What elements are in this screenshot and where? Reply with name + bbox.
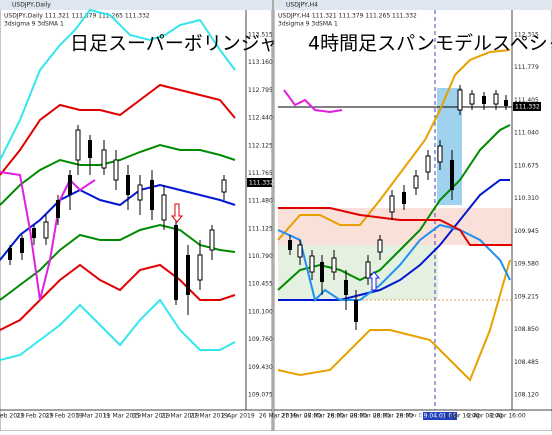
- time-label: 28 Mar 16:00: [373, 413, 413, 420]
- price-tag: [513, 102, 541, 111]
- time-label: 2 Apr 16:00: [490, 413, 525, 420]
- band-line: [277, 259, 511, 382]
- price-label: 109.215: [514, 293, 539, 300]
- time-label: 2019.04.01 04:00: [412, 413, 466, 420]
- time-label: 1 Apr 16:00: [444, 413, 479, 420]
- time-label: 27 Mar 2019: [190, 413, 228, 420]
- right-subheader: 3dsigma 9 3dSMA 1: [278, 21, 338, 28]
- right-overlay-title: 4時間足スパンモデルスペシャル: [308, 33, 552, 55]
- lag-line: [283, 89, 343, 114]
- price-label: 108.120: [514, 392, 539, 399]
- price-label: 112.440: [248, 115, 273, 122]
- up-arrow: [367, 271, 381, 291]
- right-titlebar: [274, 0, 552, 10]
- price-label: 110.790: [248, 253, 273, 260]
- price-tag: [247, 178, 272, 187]
- left-titlebar: [0, 0, 272, 10]
- time-label: 26 Mar 2019: [259, 413, 297, 420]
- time-label: 27 Mar 16:00: [304, 413, 344, 420]
- right-current-price: 111.332: [515, 104, 540, 111]
- price-label: 111.779: [514, 64, 539, 71]
- candle-bodies: [43, 129, 227, 281]
- price-label: 109.760: [248, 336, 273, 343]
- left-window-title: USDJPY,Daily: [12, 2, 51, 9]
- price-label: 111.765: [248, 170, 273, 177]
- band-line: [277, 223, 511, 302]
- time-label: 11 Mar 2019: [103, 413, 141, 420]
- time-label: 2 Apr 2019: [221, 413, 254, 420]
- band-line: [0, 143, 236, 206]
- time-label: 29 Mar 08:00: [396, 413, 436, 420]
- price-label: 112.125: [248, 142, 273, 149]
- price-label: 111.480: [248, 198, 273, 205]
- time-label: 27 Mar 08:00: [281, 413, 321, 420]
- left-window: USDJPY,Daily USDJPY,Daily 111.321 111.37…: [0, 0, 297, 432]
- time-label: 21 Feb 2019: [16, 413, 54, 420]
- price-label: 109.430: [248, 364, 273, 371]
- time-label: 2 Apr 08:00: [467, 413, 502, 420]
- down-arrow: [170, 203, 184, 223]
- time-label: 21 Mar 2019: [161, 413, 199, 420]
- price-label: 109.580: [514, 261, 539, 268]
- band-line: [0, 8, 236, 161]
- band-line: [277, 49, 511, 241]
- price-label: 109.945: [514, 228, 539, 235]
- right-window: USDJPY,H4 USDJPY,H4 111.321 111.379 111.…: [273, 0, 552, 432]
- price-label: 110.100: [248, 308, 273, 315]
- center-line: [0, 183, 236, 261]
- time-label: 27 Feb 2019: [45, 413, 83, 420]
- price-label: 108.485: [514, 359, 539, 366]
- band-line: [0, 83, 236, 176]
- left-current-price: 111.332: [249, 180, 274, 187]
- right-window-title: USDJPY,H4: [286, 2, 318, 9]
- price-label: 111.040: [514, 130, 539, 137]
- price-label: 109.075: [248, 392, 273, 399]
- left-header: USDJPY,Daily 111.321 111.379 111.265 111…: [4, 13, 150, 20]
- time-label: 5 Mar 2019: [76, 413, 110, 420]
- price-label: 110.310: [514, 195, 539, 202]
- lag-line: [0, 171, 96, 301]
- price-label: 113.515: [248, 32, 273, 39]
- time-label: 28 Mar 00:00: [327, 413, 367, 420]
- time-label: 15 Mar 2019: [132, 413, 170, 420]
- price-label: 112.795: [248, 87, 273, 94]
- center-line: [278, 179, 510, 301]
- time-label: 15 Feb 2019: [0, 413, 25, 420]
- left-subheader: 3dsigma 9 3dSMA 1: [4, 21, 64, 28]
- price-label: 111.125: [248, 225, 273, 232]
- price-label: 110.455: [248, 281, 273, 288]
- band-line: [0, 298, 236, 361]
- price-label: 110.675: [514, 162, 539, 169]
- price-label: 112.315: [514, 32, 539, 39]
- candle-bodies: [297, 89, 499, 279]
- price-label: 111.405: [514, 97, 539, 104]
- price-label: 113.160: [248, 59, 273, 66]
- time-label: 28 Mar 08:00: [350, 413, 390, 420]
- span-line: [278, 207, 512, 246]
- time-highlight: [423, 412, 457, 420]
- price-label: 108.850: [514, 326, 539, 333]
- left-overlay-title: 日足スーパーボリンジャー: [70, 33, 297, 55]
- right-header: USDJPY,H4 111.321 111.379 111.265 111.33…: [278, 13, 417, 20]
